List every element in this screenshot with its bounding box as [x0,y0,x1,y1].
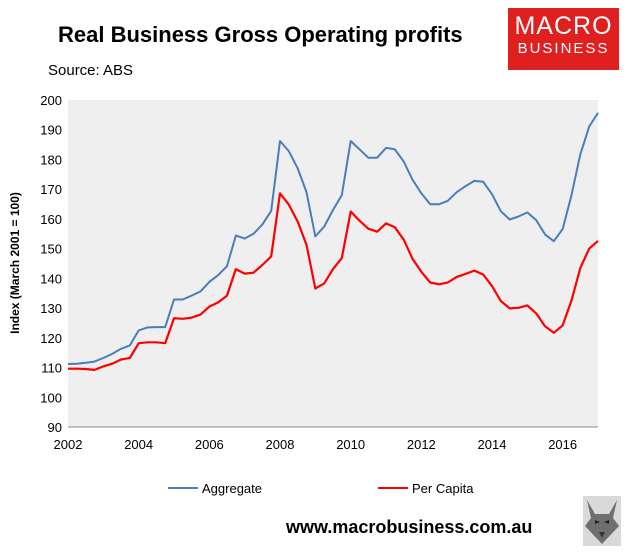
y-axis-label: Index (March 2001 = 100) [8,192,22,334]
y-axis-ticks: 90 100 110 120 130 140 150 160 170 180 190 200 [40,93,62,435]
x-tick-label: 2012 [407,437,436,452]
logo-line-1: MACRO [514,12,613,40]
y-tick-label: 100 [40,390,62,405]
y-tick-label: 170 [40,182,62,197]
x-axis-ticks: 2002 2004 2006 2008 2010 2012 2014 2016 [54,437,578,452]
legend: Aggregate Per Capita [168,481,474,496]
y-tick-label: 90 [48,420,62,435]
series-line-aggregate [67,112,599,365]
x-tick-label: 2006 [195,437,224,452]
plot-area [68,100,598,427]
series-lines [67,112,599,371]
y-tick-label: 190 [40,123,62,138]
y-tick-label: 120 [40,331,62,346]
y-tick-label: 160 [40,212,62,227]
logo-line-2: BUSINESS [517,40,610,57]
legend-label-aggregate: Aggregate [202,481,262,496]
series-line-per-capita [68,192,599,371]
x-tick-label: 2008 [266,437,295,452]
legend-label-per-capita: Per Capita [412,481,474,496]
x-tick-label: 2002 [54,437,83,452]
x-tick-label: 2010 [336,437,365,452]
footer-website: www.macrobusiness.com.au [286,517,533,537]
chart-source: Source: ABS [48,62,134,79]
macrobusiness-logo: MACRO BUSINESS [508,8,619,70]
chart-title: Real Business Gross Operating profits [58,22,463,47]
y-tick-label: 200 [40,93,62,108]
x-tick-label: 2004 [124,437,153,452]
x-tick-label: 2016 [548,437,577,452]
y-tick-label: 110 [41,361,62,376]
y-tick-label: 180 [40,152,62,167]
x-tick-label: 2014 [478,437,507,452]
wolf-icon [583,496,621,546]
y-tick-label: 150 [40,242,62,257]
y-tick-label: 130 [40,301,62,316]
y-tick-label: 140 [40,271,62,286]
